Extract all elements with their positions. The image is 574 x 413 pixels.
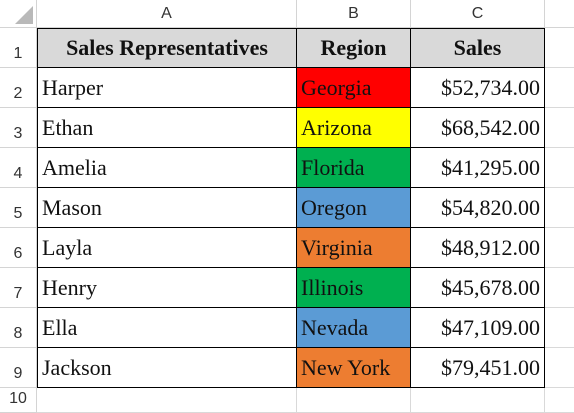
empty-cell[interactable] xyxy=(545,228,574,268)
row-header-5[interactable]: 5 xyxy=(0,188,37,228)
cell-sales[interactable]: $54,820.00 xyxy=(411,188,545,228)
header-cell-region[interactable]: Region xyxy=(297,28,411,68)
row-header-10[interactable]: 10 xyxy=(0,388,37,413)
empty-cell[interactable] xyxy=(545,348,574,388)
column-header-c[interactable]: C xyxy=(411,0,545,28)
empty-cell[interactable] xyxy=(545,148,574,188)
cell-region[interactable]: Arizona xyxy=(297,108,411,148)
header-cell-sales[interactable]: Sales xyxy=(411,28,545,68)
empty-cell[interactable] xyxy=(545,268,574,308)
row-header-8[interactable]: 8 xyxy=(0,308,37,348)
cell-region[interactable]: Nevada xyxy=(297,308,411,348)
cell-sales[interactable]: $41,295.00 xyxy=(411,148,545,188)
cell-region[interactable]: Virginia xyxy=(297,228,411,268)
cell-rep[interactable]: Ethan xyxy=(37,108,297,148)
empty-cell[interactable] xyxy=(545,68,574,108)
empty-cell[interactable] xyxy=(545,388,574,413)
empty-cell[interactable] xyxy=(411,388,545,413)
empty-cell[interactable] xyxy=(545,28,574,68)
row-header-6[interactable]: 6 xyxy=(0,228,37,268)
select-all-icon xyxy=(15,6,33,24)
cell-region[interactable]: Illinois xyxy=(297,268,411,308)
row-header-3[interactable]: 3 xyxy=(0,108,37,148)
cell-rep[interactable]: Harper xyxy=(37,68,297,108)
column-header-empty xyxy=(545,0,574,28)
select-all-corner[interactable] xyxy=(0,0,37,28)
cell-region[interactable]: Georgia xyxy=(297,68,411,108)
cell-sales[interactable]: $79,451.00 xyxy=(411,348,545,388)
empty-cell[interactable] xyxy=(545,308,574,348)
cell-sales[interactable]: $48,912.00 xyxy=(411,228,545,268)
row-header-9[interactable]: 9 xyxy=(0,348,37,388)
header-cell-sales-representatives[interactable]: Sales Representatives xyxy=(37,28,297,68)
column-header-a[interactable]: A xyxy=(37,0,297,28)
cell-sales[interactable]: $52,734.00 xyxy=(411,68,545,108)
empty-cell[interactable] xyxy=(545,108,574,148)
row-header-1[interactable]: 1 xyxy=(0,28,37,68)
cell-rep[interactable]: Amelia xyxy=(37,148,297,188)
row-header-4[interactable]: 4 xyxy=(0,148,37,188)
empty-cell[interactable] xyxy=(297,388,411,413)
cell-rep[interactable]: Henry xyxy=(37,268,297,308)
column-header-b[interactable]: B xyxy=(297,0,411,28)
row-header-2[interactable]: 2 xyxy=(0,68,37,108)
cell-sales[interactable]: $68,542.00 xyxy=(411,108,545,148)
cell-region[interactable]: Oregon xyxy=(297,188,411,228)
empty-cell[interactable] xyxy=(545,188,574,228)
empty-cell[interactable] xyxy=(37,388,297,413)
cell-rep[interactable]: Layla xyxy=(37,228,297,268)
cell-rep[interactable]: Ella xyxy=(37,308,297,348)
row-header-7[interactable]: 7 xyxy=(0,268,37,308)
cell-rep[interactable]: Mason xyxy=(37,188,297,228)
cell-sales[interactable]: $47,109.00 xyxy=(411,308,545,348)
cell-region[interactable]: Florida xyxy=(297,148,411,188)
cell-region[interactable]: New York xyxy=(297,348,411,388)
cell-rep[interactable]: Jackson xyxy=(37,348,297,388)
cell-sales[interactable]: $45,678.00 xyxy=(411,268,545,308)
